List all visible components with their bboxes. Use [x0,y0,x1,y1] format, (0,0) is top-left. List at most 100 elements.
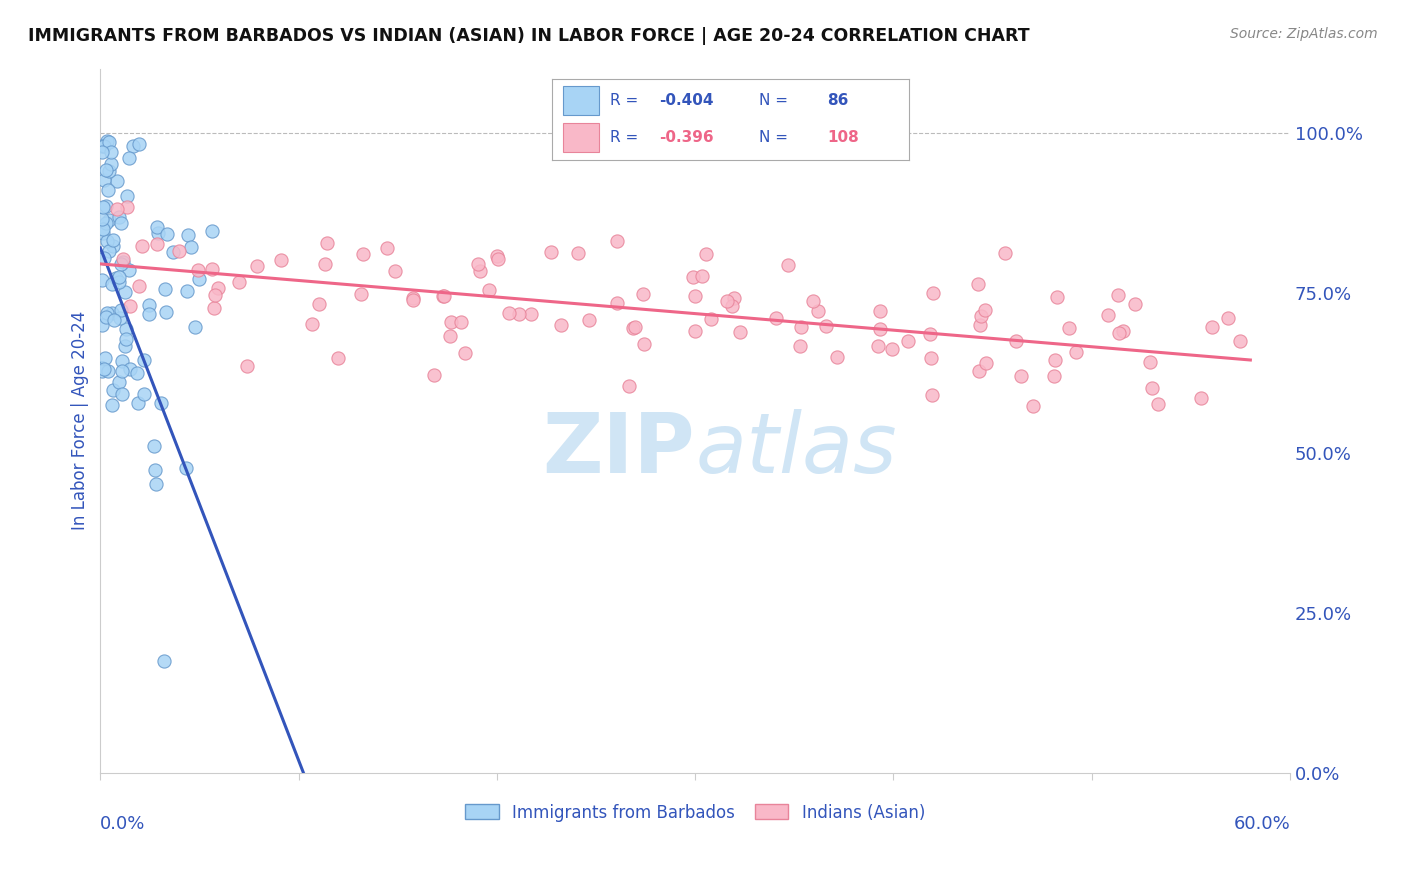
Point [105,271,128,285]
Point [91,226,114,240]
Point [384,264,406,278]
Point [790,319,813,334]
Point [498,306,520,320]
Point [101,233,124,247]
Point [776,258,799,272]
Point [105,202,128,217]
Point [605,234,627,248]
Point [91,212,114,227]
Point [149,396,172,410]
Point [204,287,226,301]
Text: atlas: atlas [695,409,897,490]
Point [1010,368,1032,383]
Point [145,463,167,477]
Point [153,282,176,296]
Point [1111,324,1133,338]
Point [695,247,717,261]
Point [467,257,489,271]
Text: 60.0%: 60.0% [1233,815,1291,833]
Point [789,339,811,353]
Point [115,200,138,214]
Point [1108,326,1130,340]
Point [176,285,198,299]
Point [202,301,225,315]
Point [882,342,904,356]
Point [93,173,115,187]
Point [100,398,122,412]
Point [433,289,456,303]
Point [180,240,202,254]
Point [314,257,336,271]
Point [187,263,209,277]
Point [423,368,446,382]
Point [815,318,838,333]
Point [111,255,134,269]
Point [120,299,142,313]
Point [100,145,122,159]
Point [97,364,120,378]
Point [967,277,990,291]
Point [326,351,349,365]
Point [96,310,118,325]
Point [162,245,184,260]
Point [93,362,115,376]
Text: Source: ZipAtlas.com: Source: ZipAtlas.com [1230,27,1378,41]
Point [91,360,114,375]
Point [91,273,114,287]
Point [485,249,508,263]
Point [1123,297,1146,311]
Point [94,351,117,365]
Point [91,364,114,378]
Point [1057,320,1080,334]
Point [142,439,165,453]
Point [606,296,628,310]
Point [96,306,118,320]
Point [439,315,461,329]
Point [728,326,751,340]
Point [97,164,120,178]
Point [156,227,179,241]
Point [700,311,723,326]
Point [200,261,222,276]
Point [111,364,134,378]
Point [128,279,150,293]
Point [765,311,787,326]
Point [897,334,920,348]
Point [114,332,136,346]
Point [1146,397,1168,411]
Point [146,226,169,240]
Point [974,356,997,370]
Point [118,151,141,165]
Point [93,251,115,265]
Point [108,210,131,224]
Y-axis label: In Labor Force | Age 20-24: In Labor Force | Age 20-24 [72,311,89,531]
Point [478,283,501,297]
Point [94,198,117,212]
Point [107,275,129,289]
Point [1064,344,1087,359]
Point [236,359,259,373]
Point [246,259,269,273]
Point [685,289,707,303]
Point [869,322,891,336]
Point [103,383,125,397]
Point [624,319,647,334]
Point [93,139,115,153]
Point [97,135,120,149]
Point [921,387,943,401]
Point [105,174,128,188]
Point [508,308,530,322]
Point [827,350,849,364]
Point [91,138,114,153]
Point [450,315,472,329]
Point [920,326,942,341]
Point [138,306,160,320]
Point [994,245,1017,260]
Point [375,241,398,255]
Point [1201,320,1223,334]
Point [96,134,118,148]
Point [1004,334,1026,348]
Point [100,157,122,171]
Point [134,353,156,368]
Point [432,289,454,303]
